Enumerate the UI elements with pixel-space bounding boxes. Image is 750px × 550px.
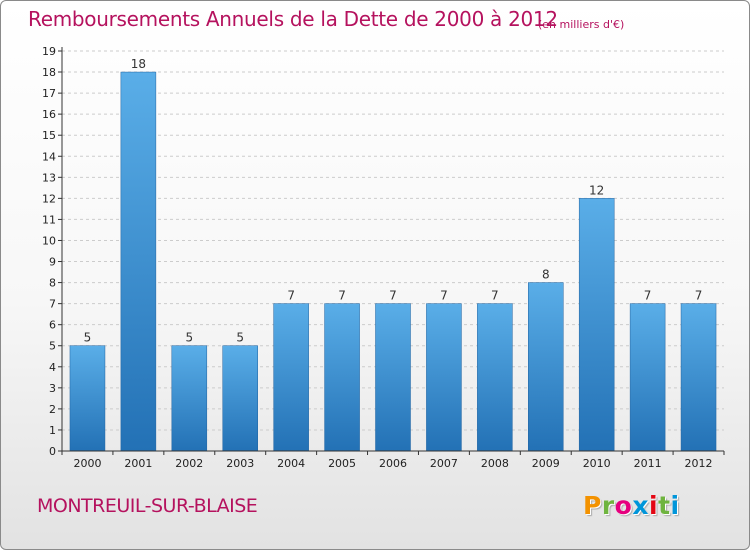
logo-letter: t [658,491,671,520]
chart-subtitle: (en milliers d'€) [538,18,625,31]
bar [680,303,717,452]
bar [477,303,513,452]
bar [324,303,360,452]
x-tick-label: 2005 [328,457,356,470]
bar [273,303,309,452]
logo-letter: i [649,491,659,520]
y-tick-label: 15 [42,129,56,142]
data-label: 7 [644,289,652,303]
y-tick-label: 5 [49,340,56,353]
proxiti-logo: Proxiti [583,491,680,520]
bar [528,282,564,452]
data-label: 7 [287,289,295,303]
bars [69,71,717,452]
x-tick-label: 2006 [379,457,407,470]
y-tick-label: 12 [42,192,56,205]
x-tick-label: 2010 [583,457,611,470]
data-label: 5 [236,331,244,345]
bar [120,71,157,452]
bar [426,303,462,452]
y-tick-label: 13 [42,171,56,184]
logo-letter: x [632,491,649,520]
x-tick-label: 2000 [73,457,101,470]
y-tick-label: 8 [49,277,56,290]
bar [171,345,208,452]
x-tick-label: 2007 [430,457,458,470]
logo-letter: P [583,491,602,520]
y-tick-label: 3 [49,382,56,395]
data-label: 7 [389,289,397,303]
bar [222,345,258,452]
data-label: 7 [338,289,346,303]
data-label: 12 [589,183,604,197]
axes [58,47,725,455]
y-tick-label: 10 [42,234,56,247]
bar [578,198,615,452]
data-label: 5 [84,331,92,345]
y-tick-label: 14 [42,150,56,163]
logo-letter: r [601,491,615,520]
x-tick-label: 2001 [124,457,152,470]
labels: 0123456789101112131415161718195200018200… [42,45,713,470]
logo-letter: i [670,491,680,520]
y-tick-label: 17 [42,87,56,100]
y-tick-label: 9 [49,256,56,269]
chart-title: Remboursements Annuels de la Dette de 20… [28,7,558,31]
y-tick-label: 16 [42,108,56,121]
data-label: 7 [440,289,448,303]
x-tick-label: 2009 [532,457,560,470]
x-tick-label: 2004 [277,457,305,470]
x-tick-label: 2008 [481,457,509,470]
y-tick-label: 18 [42,66,56,79]
data-label: 5 [185,331,193,345]
y-tick-label: 4 [49,361,56,374]
x-tick-label: 2012 [685,457,713,470]
y-tick-label: 19 [42,45,56,58]
x-tick-label: 2002 [175,457,203,470]
x-tick-label: 2011 [634,457,662,470]
y-tick-label: 2 [49,403,56,416]
bar [69,345,106,452]
logo-letter: o [614,491,633,520]
data-label: 7 [695,289,703,303]
y-tick-label: 0 [49,445,56,458]
data-label: 18 [131,57,146,71]
bar [375,303,411,452]
data-label: 8 [542,268,550,282]
y-tick-label: 6 [49,319,56,332]
y-tick-label: 11 [42,213,56,226]
data-label: 7 [491,289,499,303]
y-tick-label: 7 [49,298,56,311]
bar [629,303,666,452]
commune-name: MONTREUIL-SUR-BLAISE [37,495,258,517]
y-tick-label: 1 [49,424,56,437]
x-tick-label: 2003 [226,457,254,470]
